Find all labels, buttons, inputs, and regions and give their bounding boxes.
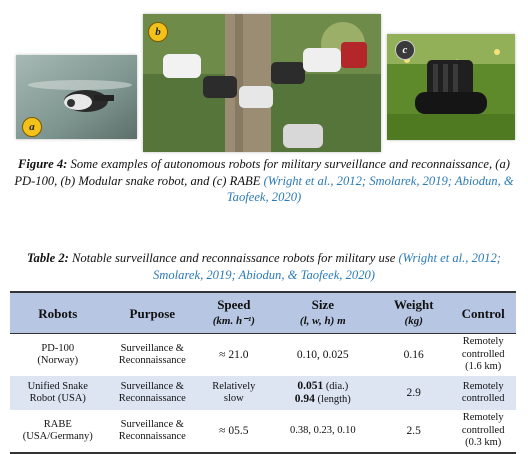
robot-country: (USA/Germany): [22, 431, 93, 442]
control-line: controlled: [461, 424, 505, 436]
robot-name: PD-100: [41, 342, 75, 354]
robot-country: (Norway): [37, 355, 79, 366]
table-caption: Table 2: Notable surveillance and reconn…: [10, 250, 518, 283]
control-line: controlled: [461, 348, 505, 360]
header-speed: Speed (km. h⁻¹): [199, 291, 269, 334]
robot-name: Unified Snake: [27, 380, 88, 392]
cell-purpose: Surveillance & Reconnaissance: [106, 334, 200, 377]
cell-size: 0.38, 0.23, 0.10: [268, 410, 378, 454]
cell-weight: 0.16: [403, 348, 424, 361]
cell-control: Remotely controlled: [450, 376, 516, 410]
header-weight: Weight (kg): [377, 291, 451, 334]
header-speed-unit: (km. h⁻¹): [212, 315, 255, 327]
header-speed-label: Speed: [217, 297, 251, 312]
purpose-line: Surveillance &: [120, 418, 184, 430]
purpose-line: Surveillance &: [120, 380, 184, 392]
photo-a-pd100: a: [16, 55, 137, 139]
badge-b: b: [148, 22, 168, 42]
robots-table: Robots Purpose Speed (km. h⁻¹) Size (l, w,…: [10, 291, 516, 454]
photo-b-snake-robot: b: [143, 14, 381, 152]
header-weight-unit: (kg): [404, 315, 423, 327]
header-weight-label: Weight: [393, 297, 434, 312]
cell-purpose: Surveillance & Reconnaissance: [105, 410, 200, 454]
cell-speed: ≈ 05.5: [199, 410, 269, 454]
robot-country: Robot (USA): [29, 393, 86, 404]
cell-purpose: Surveillance & Reconnaissance: [105, 376, 200, 410]
size-diameter: 0.051: [297, 379, 324, 392]
table-caption-text: Notable surveillance and reconnaissance …: [68, 251, 399, 265]
header-size: Size (l, w, h) m: [268, 291, 378, 334]
figure-label: Figure 4:: [18, 157, 68, 171]
size-length-note: (length): [314, 394, 351, 405]
table-row: RABE (USA/Germany) Surveillance & Reconnai…: [10, 410, 516, 454]
purpose-line: Surveillance &: [120, 342, 184, 354]
cell-size: 0.051 (dia.) 0.94 (length): [268, 376, 378, 410]
table-citation-link[interactable]: (Wright et al., 2012; Smolarek, 2019; Ab…: [152, 251, 501, 282]
size-diameter-note: (dia.): [323, 380, 349, 392]
purpose-line: Reconnaissance: [118, 393, 186, 404]
header-size-unit: (l, w, h) m: [299, 315, 346, 327]
cell-control: Remotely controlled (0.3 km): [450, 410, 516, 454]
header-size-label: Size: [311, 297, 334, 312]
control-range: (1.6 km): [465, 361, 502, 373]
table-row: PD-100 (Norway) Surveillance & Reconnaissa…: [10, 334, 516, 377]
badge-c: c: [395, 40, 415, 60]
figure-caption: Figure 4: Some examples of autonomous ro…: [10, 156, 518, 206]
cell-robot: PD-100 (Norway): [10, 334, 106, 377]
control-line: controlled: [461, 393, 505, 404]
control-line: Remotely: [462, 336, 504, 348]
speed-line: slow: [223, 393, 244, 404]
header-purpose: Purpose: [105, 291, 200, 334]
control-line: Remotely: [462, 412, 504, 424]
cell-weight: 2.9: [377, 376, 451, 410]
cell-speed: ≈ 21.0: [219, 348, 249, 361]
size-length: 0.94: [294, 393, 315, 405]
snake-robot-image: [143, 14, 381, 152]
cell-control: Remotely controlled (1.6 km): [450, 334, 516, 377]
cell-robot: Unified Snake Robot (USA): [10, 376, 106, 410]
purpose-line: Reconnaissance: [118, 355, 186, 366]
cell-weight: 2.5: [377, 410, 451, 454]
table-row: Unified Snake Robot (USA) Surveillance & R…: [10, 376, 516, 410]
badge-a: a: [22, 117, 42, 137]
control-line: Remotely: [462, 380, 504, 392]
control-range: (0.3 km): [465, 437, 502, 449]
header-control: Control: [450, 291, 516, 334]
figure-caption-text: Some examples of autonomous robots for m…: [14, 157, 510, 188]
figure-citation-link[interactable]: (Wright et al., 2012; Smolarek, 2019; Ab…: [226, 173, 514, 205]
purpose-line: Reconnaissance: [118, 431, 186, 442]
table-label: Table 2:: [27, 251, 69, 265]
cell-robot: RABE (USA/Germany): [10, 410, 106, 454]
header-robots: Robots: [10, 291, 106, 334]
robot-name: RABE: [43, 418, 72, 430]
cell-speed: Relatively slow: [199, 376, 269, 410]
table-header-row: Robots Purpose Speed (km. h⁻¹) Size (l, w,…: [10, 291, 516, 334]
speed-line: Relatively: [212, 380, 256, 392]
photo-c-rabe: c: [387, 34, 515, 140]
cell-size: 0.10, 0.025: [296, 348, 349, 361]
